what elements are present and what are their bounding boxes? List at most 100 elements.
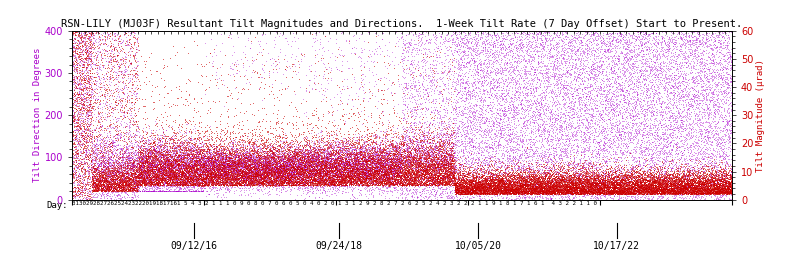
Point (219, 176, 232, 180)
Point (279, 179, 292, 184)
Point (531, 187, 544, 191)
Point (71, 115, 84, 120)
Point (683, 61, 696, 65)
Point (464, 152, 477, 156)
Point (391, 166, 404, 170)
Point (327, 177, 340, 182)
Point (343, 178, 356, 182)
Point (407, 110, 420, 114)
Point (537, 42, 550, 47)
Point (595, 187, 608, 191)
Point (599, 168, 612, 173)
Point (638, 187, 650, 191)
Point (711, 184, 724, 188)
Point (607, 68, 620, 72)
Point (274, 155, 286, 159)
Point (100, 179, 113, 183)
Point (309, 176, 322, 180)
Point (79, 37, 92, 41)
Point (562, 104, 574, 108)
Point (360, 172, 373, 176)
Point (79, 86, 92, 90)
Point (641, 174, 654, 178)
Point (246, 164, 258, 168)
Point (85, 192, 98, 196)
Point (76, 40, 89, 44)
Point (248, 168, 261, 172)
Point (544, 184, 557, 188)
Point (182, 170, 195, 174)
Point (611, 145, 624, 149)
Point (444, 169, 457, 173)
Point (709, 112, 722, 116)
Point (552, 161, 565, 165)
Point (382, 161, 395, 165)
Point (246, 148, 259, 153)
Point (444, 176, 457, 180)
Point (662, 174, 675, 178)
Point (266, 157, 279, 161)
Point (519, 123, 532, 127)
Point (614, 190, 626, 194)
Point (454, 186, 467, 190)
Point (680, 90, 693, 94)
Point (282, 142, 295, 146)
Point (619, 38, 632, 42)
Point (242, 165, 254, 169)
Point (596, 174, 609, 178)
Point (382, 176, 394, 180)
Point (70, 65, 83, 69)
Point (90, 201, 103, 206)
Point (444, 176, 457, 180)
Point (483, 184, 496, 188)
Point (168, 174, 181, 178)
Point (185, 149, 198, 153)
Point (206, 156, 218, 160)
Point (645, 122, 658, 126)
Point (499, 187, 512, 191)
Point (688, 185, 701, 189)
Point (654, 177, 666, 182)
Point (603, 49, 616, 53)
Point (687, 95, 700, 100)
Point (394, 165, 406, 169)
Point (662, 178, 674, 183)
Point (658, 188, 671, 192)
Point (410, 173, 422, 177)
Point (129, 165, 142, 169)
Point (121, 186, 134, 190)
Point (100, 165, 113, 169)
Point (70, 96, 82, 100)
Point (445, 164, 458, 168)
Point (674, 175, 687, 179)
Point (269, 162, 282, 166)
Point (188, 162, 201, 166)
Point (262, 160, 275, 164)
Point (606, 189, 618, 193)
Point (264, 149, 277, 153)
Point (460, 162, 473, 166)
Point (107, 173, 120, 177)
Point (326, 177, 339, 181)
Point (674, 179, 687, 183)
Point (431, 173, 444, 177)
Point (680, 187, 693, 191)
Point (498, 190, 510, 194)
Point (517, 179, 530, 183)
Point (154, 170, 166, 175)
Point (331, 183, 344, 187)
Point (83, 35, 96, 39)
Point (109, 151, 122, 155)
Point (632, 191, 645, 196)
Point (170, 96, 183, 100)
Point (126, 192, 138, 196)
Point (687, 190, 700, 195)
Point (616, 181, 629, 185)
Point (140, 160, 153, 164)
Point (311, 182, 324, 186)
Point (198, 158, 211, 163)
Point (618, 186, 631, 190)
Point (718, 190, 731, 194)
Point (618, 47, 631, 51)
Point (418, 175, 430, 179)
